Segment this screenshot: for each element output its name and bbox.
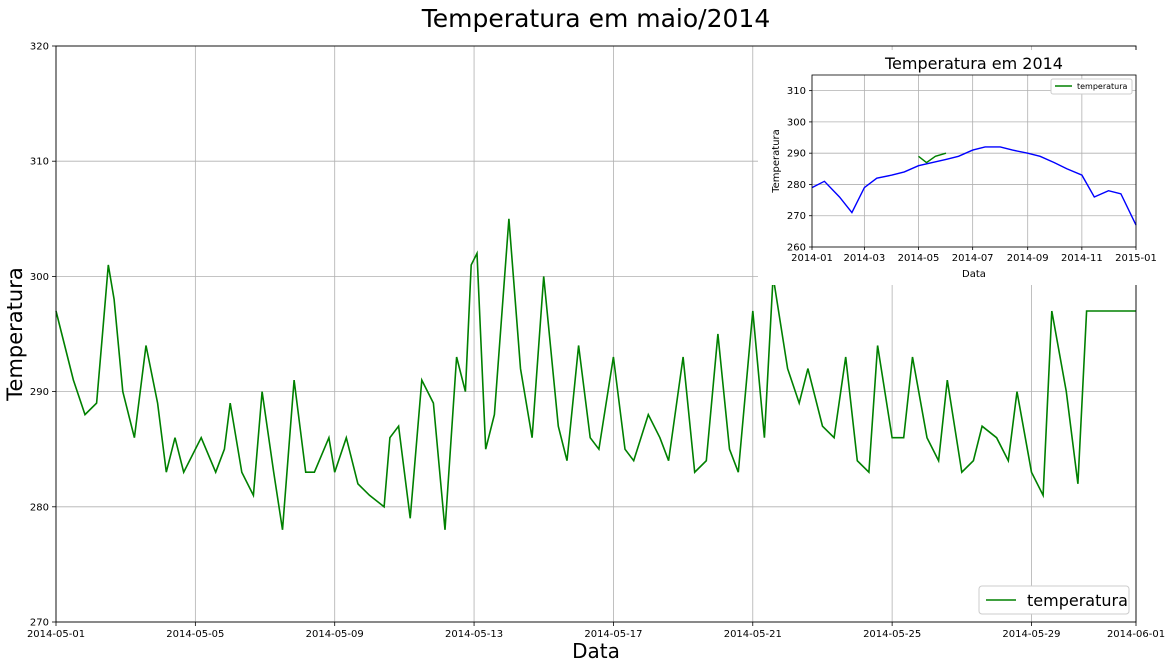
x-tick-label: 2014-05 <box>898 253 940 264</box>
inset-y-axis-label: Temperatura <box>771 129 782 194</box>
inset-x-axis-label: Data <box>962 269 986 280</box>
x-tick-label: 2015-01 <box>1115 253 1157 264</box>
y-tick-label: 320 <box>30 42 49 53</box>
x-tick-label: 2014-05-17 <box>584 629 642 640</box>
x-tick-label: 2014-05-29 <box>1002 629 1060 640</box>
main-y-ticks: 270 280 290 300 310 320 <box>30 42 56 629</box>
inset-series-line-blue <box>811 146 1137 226</box>
y-tick-label: 300 <box>30 272 49 283</box>
main-plot-frame <box>55 45 1137 623</box>
inset-plot-frame <box>811 74 1137 248</box>
x-tick-label: 2014-11 <box>1061 253 1103 264</box>
main-x-ticks: 2014-05-01 2014-05-05 2014-05-09 2014-05-13… <box>27 622 1165 640</box>
x-tick-label: 2014-03 <box>843 253 885 264</box>
x-tick-label: 2014-05-05 <box>166 629 224 640</box>
inset-chart-title: Temperatura em 2014 <box>884 54 1063 73</box>
x-tick-label: 2014-05-21 <box>724 629 782 640</box>
y-tick-label: 290 <box>787 149 806 160</box>
y-tick-label: 280 <box>30 502 49 513</box>
inset-legend-label: temperatura <box>1077 82 1128 91</box>
y-tick-label: 260 <box>787 243 806 254</box>
x-tick-label: 2014-05-25 <box>863 629 921 640</box>
inset-x-ticks: 2014-01 2014-03 2014-05 2014-07 2014-09 2014-… <box>791 247 1157 264</box>
y-tick-label: 270 <box>787 211 806 222</box>
x-tick-label: 2014-01 <box>791 253 833 264</box>
y-tick-label: 280 <box>787 180 806 191</box>
main-legend: temperatura <box>978 585 1130 615</box>
x-tick-label: 2014-06-01 <box>1107 629 1165 640</box>
main-legend-label: temperatura <box>1027 591 1128 610</box>
main-chart-title: Temperatura em maio/2014 <box>421 4 770 33</box>
main-series-line-temperatura <box>55 218 1136 530</box>
inset-series-line-temperatura <box>918 152 947 164</box>
x-tick-label: 2014-09 <box>1007 253 1049 264</box>
x-tick-label: 2014-05-01 <box>27 629 85 640</box>
inset-legend: temperatura <box>1050 78 1133 95</box>
y-tick-label: 310 <box>787 86 806 97</box>
y-tick-label: 290 <box>30 387 49 398</box>
x-tick-label: 2014-07 <box>952 253 994 264</box>
x-tick-label: 2014-05-13 <box>445 629 503 640</box>
main-legend-box <box>978 585 1130 615</box>
inset-legend-box <box>1050 78 1133 95</box>
inset-y-ticks: 260 270 280 290 300 310 <box>787 86 812 254</box>
inset-chart: Temperatura em 2014 2014-01 2014-03 2014-0… <box>758 50 1168 285</box>
main-y-axis-label: Temperatura <box>3 267 27 401</box>
y-tick-label: 300 <box>787 117 806 128</box>
y-tick-label: 270 <box>30 618 49 629</box>
x-tick-label: 2014-05-09 <box>306 629 364 640</box>
y-tick-label: 310 <box>30 157 49 168</box>
main-x-axis-label: Data <box>572 639 620 663</box>
